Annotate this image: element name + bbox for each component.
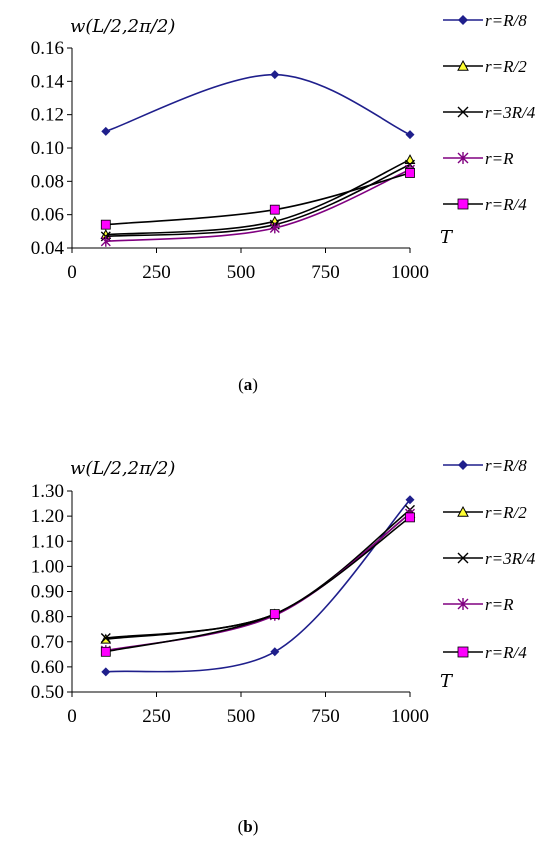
- chart-a-x-tick-label: 0: [67, 262, 77, 283]
- chart-a-x-tick-label: 1000: [391, 262, 429, 283]
- chart-a-x-tick-label: 750: [311, 262, 340, 283]
- chart-a-legend-item: [443, 59, 483, 71]
- chart-a-y-tick-label: 0.06: [31, 205, 64, 226]
- chart-a-series-0: [101, 70, 415, 140]
- chart-b-y-tick-label: 1.30: [31, 481, 64, 502]
- chart-b-series-1: [100, 508, 416, 644]
- chart-b-x-tick-label: 0: [67, 706, 77, 727]
- chart-b-series-line: [105, 499, 411, 673]
- chart-a-data-point: [404, 154, 416, 164]
- chart-a-y-axis-label: w(L/2,2π/2): [70, 16, 175, 37]
- chart-a-y-tick-label: 0.14: [31, 71, 65, 92]
- chart-a-data-point: [270, 70, 280, 80]
- chart-a-data-point: [405, 130, 415, 140]
- chart-a-data-point: [269, 204, 280, 215]
- chart-a-legend-marker: [457, 152, 469, 164]
- chart-a-legend-item: [443, 106, 483, 118]
- chart-a-legend-label: r=R/8: [485, 11, 527, 30]
- chart-a-legend-label: r=R/4: [485, 195, 527, 214]
- chart-a-legend-label: r=R/2: [485, 57, 527, 76]
- chart-a-y-tick-label: 0.12: [31, 105, 64, 126]
- chart-a-x-tick-label: 500: [227, 262, 256, 283]
- chart-b-legend-label: r=R/4: [485, 643, 527, 662]
- chart-b-data-point: [100, 632, 111, 643]
- chart-b-data-point: [269, 609, 280, 620]
- chart-b-y-axis-label: w(L/2,2π/2): [70, 458, 175, 479]
- chart-a-series-4: [100, 168, 415, 230]
- chart-a-series-1: [100, 154, 416, 239]
- chart-a-series-line: [105, 158, 411, 236]
- chart-b-y-tick-label: 0.80: [31, 607, 64, 628]
- chart-b-series-4: [100, 512, 415, 657]
- chart-b-series-3: [100, 508, 415, 656]
- chart-a-series-line: [105, 168, 411, 243]
- chart-b-legend-label: r=R/2: [485, 503, 527, 522]
- chart-a-legend-label: r=3R/4: [485, 103, 536, 122]
- chart-b-legend-item: [443, 505, 483, 517]
- chart-b-legend-marker: [457, 598, 469, 610]
- chart-a-y-tick-label: 0.16: [31, 38, 64, 59]
- chart-a-x-axis-label: T: [440, 227, 454, 248]
- chart-a-data-point: [405, 168, 415, 178]
- chart-b-data-point: [270, 647, 280, 657]
- chart-a-caption-letter: a: [244, 375, 253, 394]
- chart-b-legend-label: r=R/8: [485, 456, 527, 475]
- chart-b-y-tick-label: 1.10: [31, 531, 64, 552]
- chart-b-series-0: [101, 495, 415, 677]
- chart-a-x-tick-label: 250: [142, 262, 171, 283]
- chart-a-legend-item: [443, 152, 483, 164]
- chart-a-legend-item: [443, 15, 483, 25]
- chart-b-caption: (b): [238, 817, 259, 836]
- chart-b-legend-label: r=3R/4: [485, 549, 536, 568]
- chart-a-data-point: [100, 235, 111, 247]
- chart-b-x-tick-label: 250: [142, 706, 171, 727]
- chart-a-legend-label: r=R: [485, 149, 514, 168]
- chart-b-x-tick-label: 1000: [391, 706, 429, 727]
- chart-b-legend-marker: [458, 460, 468, 470]
- chart-a-legend-marker: [457, 198, 469, 210]
- chart-b-data-point: [101, 667, 111, 677]
- chart-b-x-tick-label: 750: [311, 706, 340, 727]
- chart-b-legend-marker: [457, 552, 469, 564]
- chart-b-series-line: [105, 512, 411, 652]
- chart-a-caption: (a): [238, 375, 258, 394]
- chart-b-y-tick-label: 1.20: [31, 506, 64, 527]
- chart-a-series-2: [100, 159, 415, 242]
- chart-a-y-tick-label: 0.08: [31, 171, 64, 192]
- chart-b-caption-letter: b: [243, 817, 252, 836]
- chart-b-legend-item: [443, 460, 483, 470]
- chart-b-data-point: [405, 495, 415, 505]
- chart-a-legend-item: [443, 198, 483, 210]
- chart-b-legend-marker: [457, 505, 469, 517]
- chart-b-series-line: [105, 509, 411, 639]
- chart-b-x-tick-label: 500: [227, 706, 256, 727]
- chart-b-legend-item: [443, 598, 483, 610]
- chart-a-y-tick-label: 0.10: [31, 138, 64, 159]
- chart-b-y-tick-label: 0.60: [31, 657, 64, 678]
- chart-b-y-tick-label: 0.90: [31, 582, 64, 603]
- chart-a-data-point: [100, 219, 111, 230]
- chart-a-legend-marker: [458, 15, 468, 25]
- chart-b-series-line: [105, 516, 411, 653]
- chart-a-y-tick-label: 0.04: [31, 238, 65, 259]
- chart-b-y-tick-label: 1.00: [31, 556, 64, 577]
- chart-b-data-point: [405, 512, 415, 523]
- chart-b-legend-item: [443, 646, 483, 658]
- chart-a-data-point: [269, 222, 280, 234]
- chart-b-legend-item: [443, 552, 483, 564]
- chart-a-series-line: [105, 172, 411, 226]
- chart-b-legend-marker: [457, 646, 469, 658]
- chart-b-y-tick-label: 0.50: [31, 682, 64, 703]
- chart-b-x-axis-label: T: [440, 671, 454, 692]
- chart-a-legend-marker: [457, 106, 469, 118]
- chart-a-data-point: [101, 126, 111, 136]
- chart-b-y-tick-label: 0.70: [31, 632, 64, 653]
- chart-b-legend-label: r=R: [485, 595, 514, 614]
- chart-b-data-point: [100, 646, 111, 657]
- chart-a-series-line: [105, 73, 411, 136]
- chart-a-legend-marker: [457, 59, 469, 71]
